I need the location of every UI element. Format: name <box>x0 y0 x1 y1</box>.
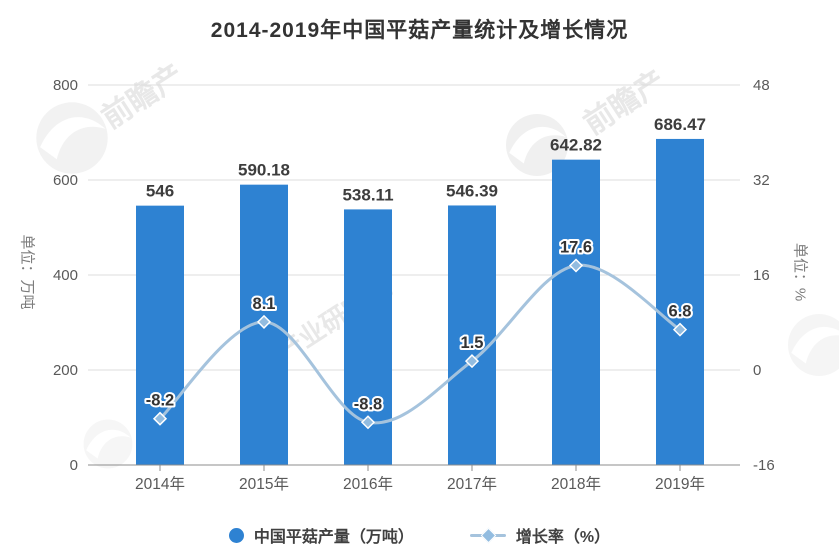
line-value-label: -8.2 <box>146 392 174 410</box>
x-axis-label-2016年: 2016年 <box>343 475 393 493</box>
x-axis-label-2014年: 2014年 <box>135 475 185 493</box>
legend-label-growth: 增长率（%） <box>515 529 611 546</box>
line-point-2019年[interactable] <box>672 322 688 337</box>
bar-series-marker-icon <box>228 527 244 543</box>
right-axis-tick-label: 0 <box>753 362 761 379</box>
left-axis-tick-label: 600 <box>53 172 78 189</box>
line-point-2016年[interactable] <box>360 415 376 430</box>
bar-2014年[interactable] <box>136 205 184 465</box>
line-point-2018年[interactable] <box>568 258 584 273</box>
line-value-label: 8.1 <box>253 295 276 313</box>
line-series-marker-icon <box>469 527 506 544</box>
left-axis-tick-label: 400 <box>53 267 78 284</box>
bar-value-label: 590.18 <box>238 161 290 180</box>
right-axis-tick-label: -16 <box>753 457 775 474</box>
right-axis-tick-label: 16 <box>753 267 770 284</box>
bar-2017年[interactable] <box>448 205 496 465</box>
bar-2018年[interactable] <box>552 159 600 465</box>
line-value-label: 17.6 <box>560 239 592 257</box>
legend-item-growth[interactable]: 增长率（%） <box>469 523 611 547</box>
x-axis-label-2017年: 2017年 <box>447 475 497 493</box>
x-axis-label-2019年: 2019年 <box>655 475 705 493</box>
left-axis-tick-label: 800 <box>53 77 78 94</box>
legend: 中国平菇产量（万吨） 增长率（%） <box>0 518 839 552</box>
x-axis-label-2015年: 2015年 <box>239 475 289 493</box>
bar-value-label: 642.82 <box>550 136 602 155</box>
line-value-label: -8.8 <box>354 395 382 413</box>
bar-value-label: 546 <box>146 182 174 201</box>
line-point-2015年[interactable] <box>256 314 272 329</box>
bar-value-label: 686.47 <box>654 115 706 134</box>
legend-item-production[interactable]: 中国平菇产量（万吨） <box>228 523 414 547</box>
left-axis-tick-label: 200 <box>53 362 78 379</box>
bar-value-label: 538.11 <box>342 185 393 204</box>
line-value-label: 1.5 <box>461 334 484 352</box>
x-axis-label-2018年: 2018年 <box>551 475 601 493</box>
right-axis-tick-label: 32 <box>753 172 770 189</box>
legend-label-production: 中国平菇产量（万吨） <box>253 529 414 546</box>
bar-2019年[interactable] <box>656 138 704 465</box>
right-axis-tick-label: 48 <box>753 77 770 94</box>
line-point-2017年[interactable] <box>464 354 480 369</box>
line-point-2014年[interactable] <box>152 411 168 426</box>
chart-title: 2014-2019年中国平菇产量统计及增长情况 <box>210 19 629 42</box>
left-axis-tick-label: 0 <box>70 457 78 474</box>
bar-value-label: 546.39 <box>446 181 498 200</box>
growth-line <box>158 263 681 425</box>
line-value-label: 6.8 <box>669 303 692 321</box>
